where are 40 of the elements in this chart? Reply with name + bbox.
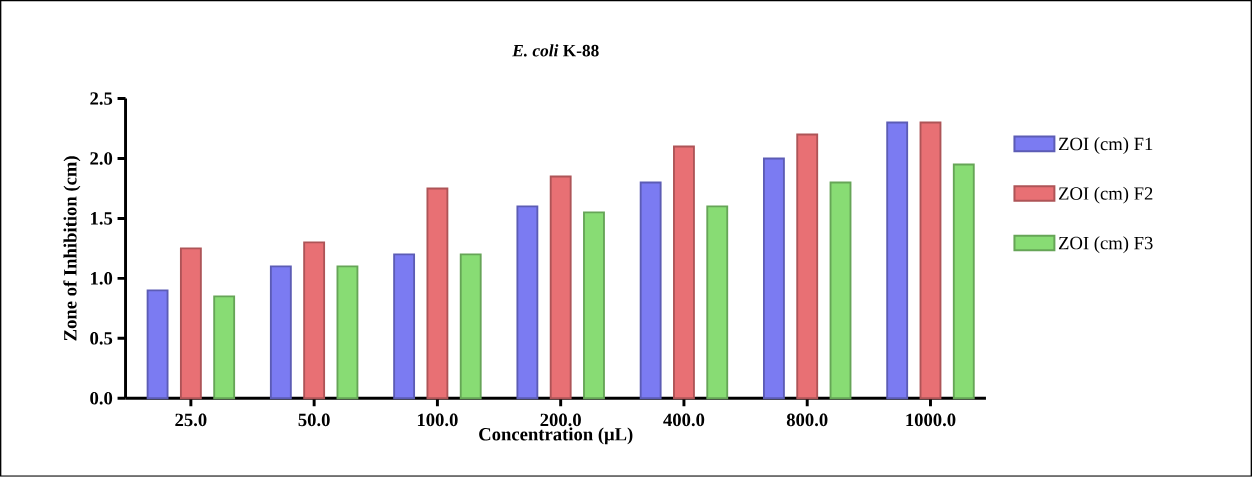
x-tick-label: 400.0 — [663, 413, 705, 427]
y-tick-label: 0.0 — [90, 391, 113, 405]
bar — [829, 181, 852, 400]
bar — [763, 157, 785, 400]
bar — [796, 133, 819, 400]
bar — [706, 205, 729, 400]
bar — [639, 181, 662, 400]
bar — [426, 187, 449, 400]
bar — [886, 121, 909, 400]
bar — [459, 253, 482, 400]
bar — [213, 295, 236, 400]
y-tick-label: 2.0 — [90, 152, 113, 165]
bar — [303, 241, 326, 400]
bar — [516, 205, 539, 400]
x-axis-title: Concentration (μL) — [479, 427, 633, 445]
bar — [549, 175, 572, 400]
y-tick-label: 2.5 — [90, 92, 113, 105]
x-tick-label: 100.0 — [417, 413, 458, 427]
legend-label: ZOI (cm) F3 — [1058, 236, 1153, 254]
y-tick-label: 0.5 — [90, 332, 113, 345]
x-tick-label: 200.0 — [540, 413, 581, 427]
legend-label: ZOI (cm) F2 — [1058, 186, 1153, 204]
x-tick-label: 1000.0 — [906, 413, 956, 427]
bar — [393, 253, 416, 400]
bar — [336, 265, 359, 400]
bar — [952, 163, 975, 400]
y-axis-title: Zone of Inhibition (cm) — [63, 156, 81, 341]
bar — [583, 211, 605, 400]
x-tick-label: 50.0 — [298, 413, 330, 427]
bar — [179, 247, 202, 400]
y-tick-label: 1.5 — [91, 212, 113, 225]
bar — [146, 289, 169, 400]
chart-title: E. coli K-88 — [512, 44, 599, 57]
bar — [673, 145, 695, 400]
legend-label: ZOI (cm) F1 — [1058, 137, 1153, 155]
bar — [269, 265, 292, 400]
y-tick-label: 1.0 — [91, 272, 113, 285]
bar — [919, 121, 942, 400]
x-tick-label: 25.0 — [175, 413, 207, 427]
x-tick-label: 800.0 — [786, 413, 828, 427]
